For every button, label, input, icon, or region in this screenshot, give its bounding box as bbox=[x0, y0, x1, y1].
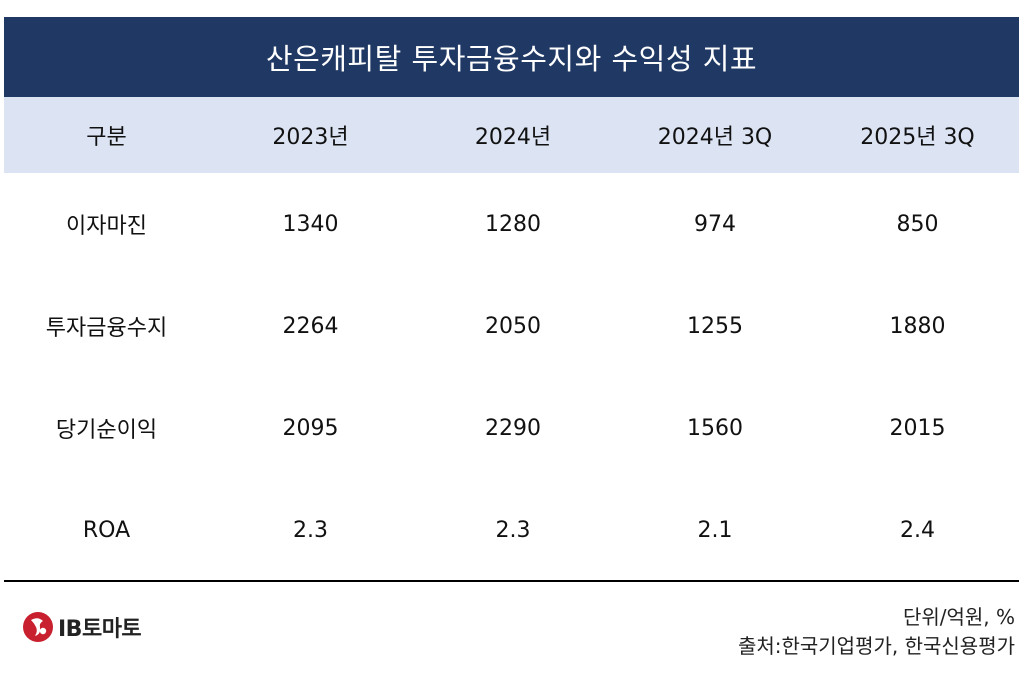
table-cell: 2095 bbox=[282, 415, 339, 441]
footnotes: 단위/억원, % 출처:한국기업평가, 한국신용평가 bbox=[738, 603, 1015, 661]
table-cell: 1560 bbox=[687, 415, 743, 441]
title-bar: 산은캐피탈 투자금융수지와 수익성 지표 bbox=[4, 17, 1019, 97]
table-container: 구분 2023년 2024년 2024년 3Q 2025년 3Q 이자마진 13… bbox=[4, 97, 1019, 581]
logo-text: IB토마토 bbox=[58, 617, 142, 642]
table-cell: 2.3 bbox=[293, 517, 328, 543]
unit-note: 단위/억원, % bbox=[902, 605, 1015, 629]
table-row: 당기순이익 2095 2290 1560 2015 bbox=[4, 377, 1019, 479]
table-cell: 1340 bbox=[282, 211, 339, 237]
header-row: 구분 2023년 2024년 2024년 3Q 2025년 3Q bbox=[4, 97, 1019, 173]
table-cell: 2.4 bbox=[900, 517, 935, 543]
data-table: 구분 2023년 2024년 2024년 3Q 2025년 3Q 이자마진 13… bbox=[4, 97, 1019, 581]
tomato-logo-icon bbox=[23, 612, 53, 642]
table-cell: 2.1 bbox=[697, 517, 733, 543]
row-label: 이자마진 bbox=[66, 214, 147, 239]
table-row: ROA 2.3 2.3 2.1 2.4 bbox=[4, 479, 1019, 581]
table-title: 산은캐피탈 투자금융수지와 수익성 지표 bbox=[265, 42, 758, 76]
table-cell: 850 bbox=[896, 211, 939, 237]
table-cell: 2015 bbox=[889, 415, 946, 441]
column-header: 2023년 bbox=[272, 125, 349, 150]
table-cell: 1255 bbox=[687, 313, 743, 339]
column-header: 구분 bbox=[86, 125, 127, 150]
table-cell: 2264 bbox=[282, 313, 339, 339]
bottom-divider bbox=[4, 580, 1019, 582]
table-cell: 974 bbox=[694, 211, 736, 237]
table-cell: 1280 bbox=[485, 211, 541, 237]
source-note: 출처:한국기업평가, 한국신용평가 bbox=[737, 634, 1015, 658]
table-cell: 2290 bbox=[485, 415, 541, 441]
column-header: 2024년 bbox=[474, 125, 552, 150]
row-label: 당기순이익 bbox=[55, 418, 158, 443]
table-row: 이자마진 1340 1280 974 850 bbox=[4, 173, 1019, 275]
table-cell: 2.3 bbox=[495, 517, 531, 543]
row-label: 투자금융수지 bbox=[45, 316, 168, 341]
column-header: 2024년 3Q bbox=[657, 125, 773, 150]
table-cell: 2050 bbox=[485, 313, 541, 339]
brand-logo: IB토마토 bbox=[22, 611, 142, 643]
table-row: 투자금융수지 2264 2050 1255 1880 bbox=[4, 275, 1019, 377]
column-header: 2025년 3Q bbox=[860, 125, 975, 150]
table-cell: 1880 bbox=[889, 313, 946, 339]
row-label: ROA bbox=[82, 517, 131, 543]
